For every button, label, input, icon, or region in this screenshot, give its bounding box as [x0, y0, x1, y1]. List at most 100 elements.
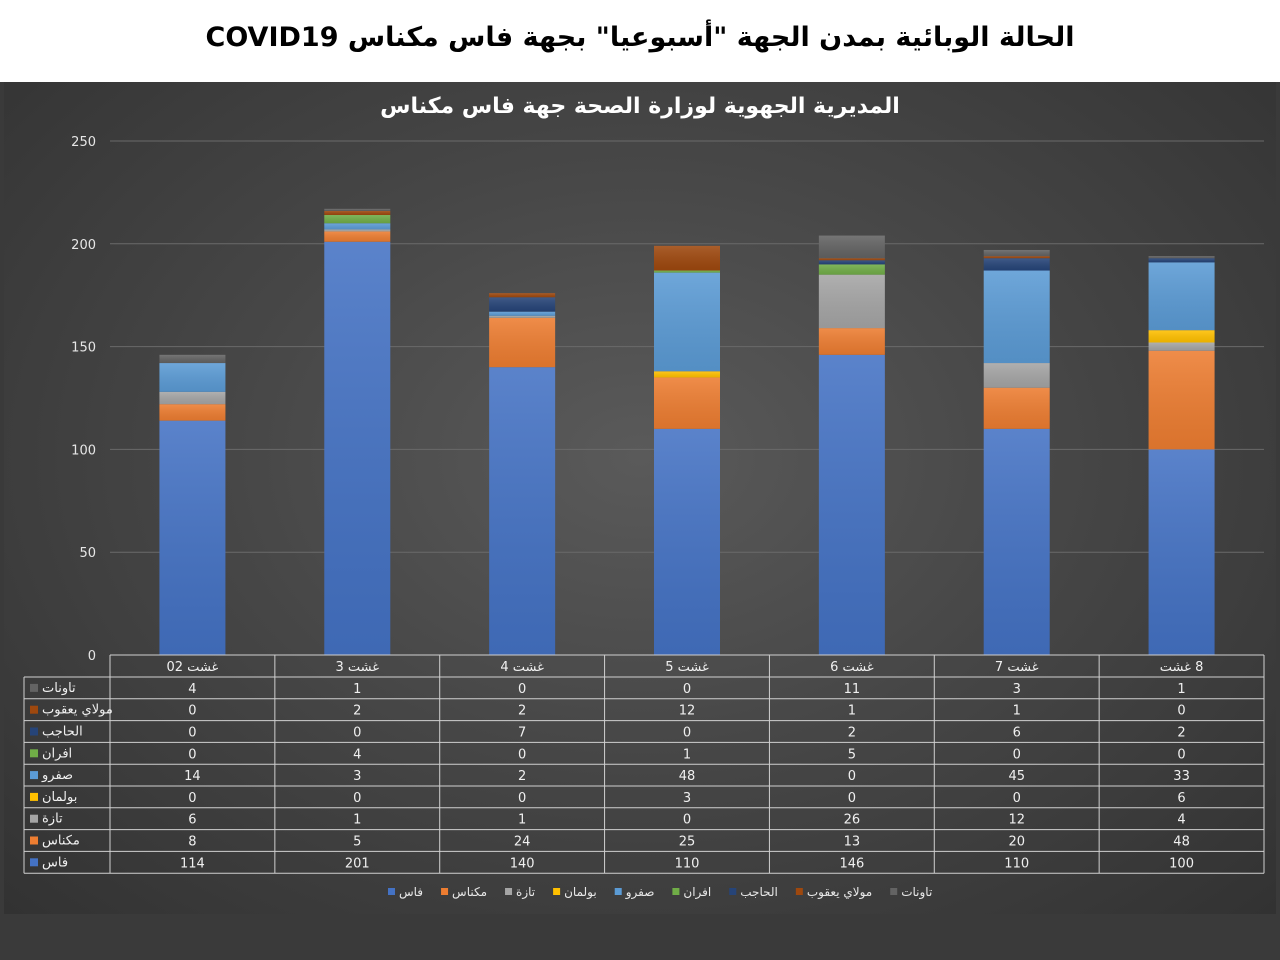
bar-shading [1148, 258, 1215, 263]
bar-shading [489, 317, 556, 368]
x-category-label: 8 غشت [1160, 660, 1204, 675]
table-cell-value: 20 [1008, 835, 1025, 850]
table-row-swatch [30, 727, 38, 736]
legend-swatch [890, 888, 898, 895]
bar-shading [489, 297, 556, 312]
bar-shading [489, 311, 556, 316]
bar-shading [983, 387, 1050, 429]
table-cell-value: 1 [353, 813, 361, 828]
table-cell-value: 0 [848, 769, 856, 784]
table-cell-value: 146 [839, 856, 864, 871]
table-cell-value: 0 [1177, 704, 1185, 719]
table-cell-value: 8 [188, 835, 196, 850]
bar-shading [818, 354, 885, 655]
table-cell-value: 0 [353, 791, 361, 806]
table-cell-value: 5 [353, 835, 361, 850]
bar-shading [983, 428, 1050, 655]
x-category-label: غشت 02 [167, 660, 219, 675]
table-cell-value: 0 [1177, 747, 1185, 762]
bar-shading [159, 363, 226, 392]
table-cell-value: 3 [353, 769, 361, 784]
table-cell-value: 12 [679, 704, 696, 719]
page-title: الحالة الوبائية بمدن الجهة "أسبوعيا" بجه… [205, 22, 1075, 53]
table-cell-value: 24 [514, 835, 531, 850]
bar-shading [983, 258, 1050, 271]
table-cell-value: 1 [353, 682, 361, 697]
legend-label: تاونات [901, 885, 932, 900]
legend-swatch [795, 888, 803, 895]
bar-shading [1148, 256, 1215, 259]
legend-swatch [505, 888, 513, 895]
bar-shading [654, 377, 720, 429]
table-cell-value: 4 [353, 747, 361, 762]
table-row-label: الحاجب [42, 725, 83, 740]
table-cell-value: 2 [518, 704, 526, 719]
legend-label: فاس [399, 885, 423, 900]
table-cell-value: 3 [683, 791, 691, 806]
table-row-swatch [30, 792, 38, 801]
legend-swatch [614, 888, 622, 895]
table-row-label: فاس [42, 855, 68, 870]
table-cell-value: 0 [518, 747, 526, 762]
table-cell-value: 2 [848, 726, 856, 741]
data-table: غشت 02 غشت 3 غشت 4 غشت 5 غشت 6 غشت 7 8 غشت تاون… [23, 654, 1265, 874]
table-row-swatch [30, 705, 38, 714]
table-cell-value: 0 [683, 813, 691, 828]
bar-shading [818, 260, 885, 265]
table-cell-value: 0 [353, 726, 361, 741]
bar-shading [324, 223, 391, 230]
bar-shading [324, 210, 391, 216]
y-tick-label: 250 [71, 135, 96, 150]
table-row-swatch [30, 858, 38, 867]
bar-shading [159, 354, 226, 364]
bar-shading [983, 270, 1050, 364]
bar-shading [1148, 449, 1215, 655]
legend-swatch [729, 888, 737, 895]
bottom-band [0, 914, 1280, 960]
table-cell-value: 110 [1004, 856, 1029, 871]
table-cell-value: 201 [345, 856, 370, 871]
x-category-label: غشت 4 [500, 660, 544, 675]
table-cell-value: 4 [1177, 813, 1185, 828]
y-tick-label: 100 [71, 443, 96, 458]
table-cell-value: 6 [1013, 726, 1021, 741]
y-tick-label: 150 [71, 341, 96, 356]
bar-shading [818, 264, 885, 275]
bars [159, 208, 1215, 655]
table-cell-value: 4 [188, 682, 196, 697]
table-cell-value: 0 [188, 747, 196, 762]
table-cell-value: 0 [188, 726, 196, 741]
table-row-label: مكناس [42, 834, 80, 849]
bar-shading [818, 258, 885, 261]
y-tick-label: 0 [88, 649, 96, 664]
table-row-swatch [30, 771, 38, 780]
table-cell-value: 0 [848, 791, 856, 806]
table-cell-value: 1 [1013, 704, 1021, 719]
legend: فاس مكناس تازة بولمان صفرو افران الحاجب مولاي ي… [388, 885, 932, 900]
table-cell-value: 5 [848, 747, 856, 762]
legend-label: تازة [516, 885, 535, 900]
bar-shading [1148, 342, 1215, 351]
table-cell-value: 0 [683, 726, 691, 741]
bar-shading [654, 272, 720, 372]
table-cell-value: 0 [518, 791, 526, 806]
chart-title: المديرية الجهوية لوزارة الصحة جهة فاس مك… [380, 94, 900, 119]
table-row-label: تاونات [42, 681, 76, 696]
table-cell-value: 14 [184, 769, 201, 784]
table-row-label: تازة [42, 812, 63, 827]
legend-swatch [441, 888, 449, 895]
bar-shading [818, 235, 885, 259]
table-cell-value: 2 [518, 769, 526, 784]
table-cell-value: 0 [1013, 747, 1021, 762]
table-row-swatch [30, 814, 38, 823]
table-row-label: مولاي يعقوب [42, 703, 113, 718]
table-cell-value: 6 [188, 813, 196, 828]
table-cell-value: 110 [675, 856, 700, 871]
table-cell-value: 11 [844, 682, 861, 697]
table-cell-value: 25 [679, 835, 696, 850]
table-cell-value: 0 [683, 682, 691, 697]
table-cell-value: 0 [188, 704, 196, 719]
legend-label: افران [683, 885, 711, 900]
table-cell-value: 6 [1177, 791, 1185, 806]
